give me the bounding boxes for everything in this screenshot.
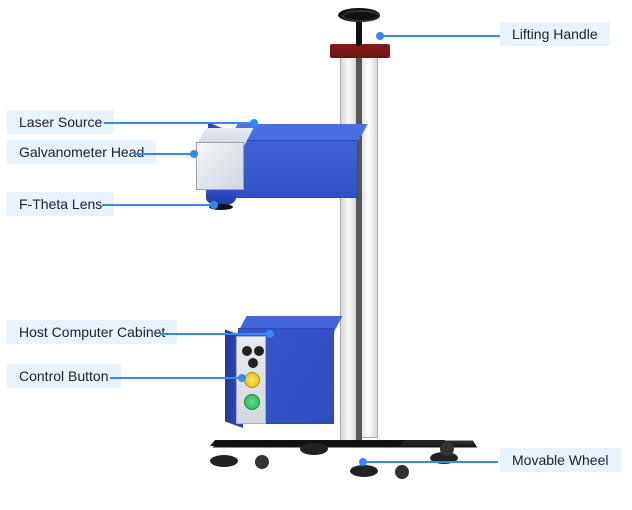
leader-host-computer-cabinet <box>160 333 270 335</box>
label-movable-wheel: Movable Wheel <box>500 448 621 472</box>
column-rail-slot <box>356 52 362 442</box>
leader-dot-icon <box>238 374 246 382</box>
leveling-foot <box>300 443 328 455</box>
label-laser-source: Laser Source <box>7 110 114 134</box>
leader-dot-icon <box>376 32 384 40</box>
panel-knob-icon <box>248 358 258 368</box>
leader-dot-icon <box>190 150 198 158</box>
figure-container: { "type": "annotated-product-diagram", "… <box>0 0 632 510</box>
label-control-button: Control Button <box>7 364 121 388</box>
leveling-foot <box>210 455 238 467</box>
leader-f-theta-lens <box>102 204 214 206</box>
panel-knob-icon <box>242 346 252 356</box>
column-rail-right <box>360 50 378 438</box>
label-galvanometer-head: Galvanometer Head <box>7 140 156 164</box>
leader-galvanometer-head <box>134 153 194 155</box>
control-button-yellow <box>244 372 260 388</box>
galvanometer-head <box>196 142 244 190</box>
leader-dot-icon <box>359 458 367 466</box>
movable-wheel <box>395 465 409 479</box>
leader-laser-source <box>104 122 254 124</box>
movable-wheel <box>440 442 454 456</box>
lifting-handle-stem <box>356 18 362 46</box>
leader-lifting-handle <box>380 35 500 37</box>
panel-knob-icon <box>254 346 264 356</box>
leader-dot-icon <box>266 330 274 338</box>
label-lifting-handle: Lifting Handle <box>500 22 610 46</box>
leader-movable-wheel <box>363 461 498 463</box>
column-cap <box>330 44 390 58</box>
label-host-computer-cabinet: Host Computer Cabinet <box>7 320 177 344</box>
leveling-foot <box>350 465 378 477</box>
base-plate-edge <box>210 440 445 446</box>
label-f-theta-lens: F-Theta Lens <box>7 192 114 216</box>
lifting-handle-wheel <box>338 8 380 22</box>
leader-control-button <box>110 377 242 379</box>
movable-wheel <box>255 455 269 469</box>
laser-source-body <box>228 140 358 198</box>
leader-dot-icon <box>250 119 258 127</box>
leader-dot-icon <box>210 201 218 209</box>
control-button-green <box>244 394 260 410</box>
